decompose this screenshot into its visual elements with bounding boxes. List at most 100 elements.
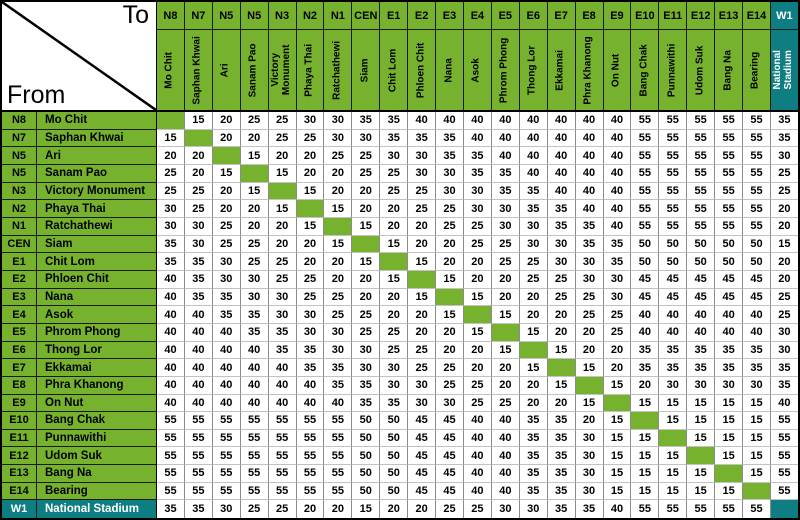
fare-cell: 40 [631, 323, 660, 342]
fare-cell: 55 [324, 429, 353, 448]
fare-cell: 35 [519, 482, 548, 501]
fare-cell: 20 [436, 235, 464, 254]
fare-cell: 40 [631, 306, 660, 324]
fare-cell: 35 [380, 112, 409, 130]
diagonal-cell [715, 465, 744, 483]
fare-cell: 20 [408, 217, 437, 236]
fare-cell: 50 [659, 235, 688, 254]
fare-cell: 20 [212, 129, 241, 148]
fare-cell: 30 [575, 465, 604, 483]
fare-cell: 30 [575, 447, 604, 466]
fare-cell: 50 [687, 253, 716, 271]
fare-cell: 20 [240, 217, 269, 236]
fare-cell: 15 [324, 235, 353, 254]
fare-cell: 40 [463, 482, 492, 501]
fare-cell: 25 [324, 147, 353, 165]
fare-cell: 40 [603, 217, 632, 236]
fare-cell: 50 [687, 235, 716, 254]
fare-cell: 35 [715, 359, 744, 377]
fare-cell: 35 [547, 429, 576, 448]
fare-cell: 45 [408, 465, 437, 483]
col-header-code: E1 [380, 2, 408, 30]
fare-cell: 55 [743, 217, 771, 236]
fare-cell: 35 [157, 500, 185, 518]
fare-cell: 55 [631, 164, 660, 183]
fare-cell: 35 [631, 341, 660, 360]
fare-cell: 55 [659, 500, 688, 518]
fare-cell: 25 [352, 323, 381, 342]
fare-cell: 30 [157, 200, 185, 218]
fare-cell: 20 [324, 500, 353, 518]
fare-cell: 40 [324, 394, 353, 413]
fare-cell: 55 [296, 465, 325, 483]
fare-cell: 30 [436, 182, 464, 201]
fare-cell: 35 [770, 129, 798, 148]
fare-cell: 20 [491, 359, 520, 377]
fare-cell: 20 [380, 217, 409, 236]
fare-cell: 45 [436, 482, 464, 501]
fare-cell: 25 [491, 235, 520, 254]
fare-cell: 20 [519, 394, 548, 413]
fare-cell: 25 [212, 217, 241, 236]
fare-cell: 45 [408, 429, 437, 448]
col-header-n2-5: N2 Phaya Thai [296, 2, 325, 110]
fare-cell: 45 [659, 288, 688, 307]
fare-cell: 25 [184, 200, 213, 218]
col-header-name: Asok [471, 57, 483, 83]
fare-cell: 15 [463, 288, 492, 307]
row-header-name: Sanam Pao [37, 164, 157, 183]
fare-cell: 55 [687, 129, 716, 148]
fare-cell: 55 [770, 447, 798, 466]
col-header-name: Mo Chit [164, 51, 176, 89]
fare-cell: 20 [268, 217, 297, 236]
row-header-name: Phra Khanong [37, 376, 157, 395]
fare-cell: 20 [519, 376, 548, 395]
fare-cell: 20 [463, 359, 492, 377]
fare-cell: 45 [687, 270, 716, 289]
col-header-code: E6 [519, 2, 547, 30]
col-header-name: Thong Lor [526, 45, 538, 95]
fare-cell: 50 [743, 235, 771, 254]
col-header-code: E12 [687, 2, 715, 30]
fare-cell: 20 [436, 323, 464, 342]
fare-cell: 55 [770, 465, 798, 483]
fare-cell: 40 [184, 376, 213, 395]
fare-cell: 40 [659, 306, 688, 324]
fare-cell: 30 [743, 376, 771, 395]
fare-cell: 40 [687, 323, 716, 342]
fare-cell: 30 [491, 217, 520, 236]
fare-cell: 40 [603, 500, 632, 518]
col-header-name: Punnawithi [666, 43, 678, 97]
fare-cell: 40 [491, 129, 520, 148]
fare-cell: 55 [212, 447, 241, 466]
row-header-code: E11 [2, 429, 37, 448]
row-header-code: N5 [2, 147, 37, 165]
row-header-name: Ekkamai [37, 359, 157, 377]
fare-cell: 15 [575, 359, 604, 377]
row-header-code: E2 [2, 270, 37, 289]
fare-cell: 55 [659, 164, 688, 183]
fare-cell: 15 [743, 465, 771, 483]
fare-cell: 40 [212, 359, 241, 377]
col-header-code: E4 [463, 2, 491, 30]
row-header-name: Chit Lom [37, 253, 157, 271]
fare-row-e13-20: E13 Bang Na 55 55 55 55 55 55 55 50 50 45 45 40 40 35 35… [2, 465, 798, 483]
col-header-name: Saphan Khwai [191, 35, 203, 105]
fare-cell: 50 [743, 253, 771, 271]
row-header-name: Phaya Thai [37, 200, 157, 218]
fare-cell: 30 [603, 270, 632, 289]
fare-cell: 55 [184, 429, 213, 448]
fare-cell: 15 [659, 412, 688, 430]
fare-cell: 20 [547, 306, 576, 324]
fare-cell: 30 [212, 270, 241, 289]
fare-cell: 15 [770, 235, 798, 254]
col-header-e14-21: E14 Bearing [743, 2, 771, 110]
fare-row-e1-8: E1 Chit Lom 35 35 30 25 25 20 20 15 15 20 20 25 25 30 30… [2, 253, 798, 271]
fare-cell: 30 [519, 235, 548, 254]
diagonal-cell [408, 270, 437, 289]
fare-cell: 25 [519, 253, 548, 271]
fare-cell: 40 [575, 129, 604, 148]
fare-cell: 40 [212, 376, 241, 395]
fare-cell: 35 [603, 235, 632, 254]
fare-cell: 40 [770, 394, 798, 413]
